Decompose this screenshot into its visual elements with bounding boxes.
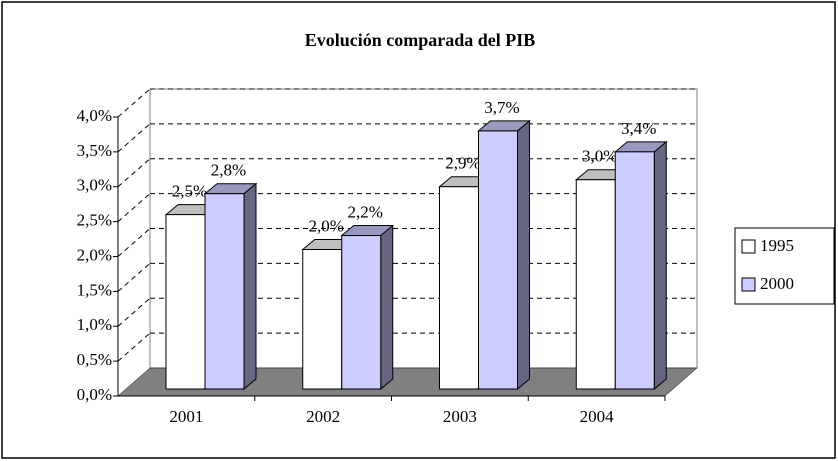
value-label: 2,5% — [172, 182, 207, 201]
legend-label: 1995 — [760, 236, 794, 255]
value-label: 2,8% — [211, 161, 246, 180]
value-label: 2,2% — [348, 202, 383, 221]
value-label: 3,4% — [621, 119, 656, 138]
grid-line — [117, 123, 151, 153]
value-label: 3,0% — [582, 147, 617, 166]
value-label: 3,7% — [484, 98, 519, 117]
x-tick-label: 2002 — [306, 407, 340, 426]
grid-line — [117, 297, 151, 327]
value-label: 2,9% — [445, 154, 480, 173]
x-tick-label: 2003 — [443, 407, 477, 426]
bar — [478, 130, 518, 390]
bar — [439, 186, 479, 390]
bar-side — [517, 119, 530, 391]
x-tick-label: 2004 — [580, 407, 615, 426]
x-tick-label: 2001 — [169, 407, 203, 426]
bar — [575, 179, 616, 390]
bar — [165, 214, 206, 390]
y-tick-label: 2,5% — [77, 211, 112, 230]
value-label: 2,0% — [309, 216, 344, 235]
grid-line — [117, 262, 151, 292]
y-tick-label: 1,0% — [77, 315, 112, 334]
grid-line — [117, 228, 151, 257]
legend-swatch — [741, 239, 756, 254]
bar-side — [380, 224, 394, 391]
bar — [302, 249, 343, 390]
y-tick-label: 0,0% — [77, 385, 112, 404]
y-tick-label: 3,5% — [77, 141, 112, 160]
legend-label: 2000 — [760, 274, 794, 293]
y-tick-label: 1,5% — [77, 280, 112, 299]
y-tick-label: 4,0% — [77, 106, 112, 125]
y-tick-label: 2,0% — [77, 245, 112, 264]
bar — [204, 193, 245, 390]
bar-side — [243, 182, 257, 391]
grid-line — [117, 332, 151, 362]
bar — [614, 151, 655, 390]
chart-title: Evolución comparada del PIB — [305, 30, 536, 50]
bar — [341, 235, 382, 390]
grid-line — [117, 158, 151, 188]
legend-swatch — [741, 277, 756, 292]
grid-line — [117, 193, 151, 223]
y-tick-label: 0,5% — [77, 350, 112, 369]
bar-side — [653, 140, 667, 391]
grid-line — [117, 88, 151, 118]
y-tick-label: 3,0% — [77, 176, 112, 195]
